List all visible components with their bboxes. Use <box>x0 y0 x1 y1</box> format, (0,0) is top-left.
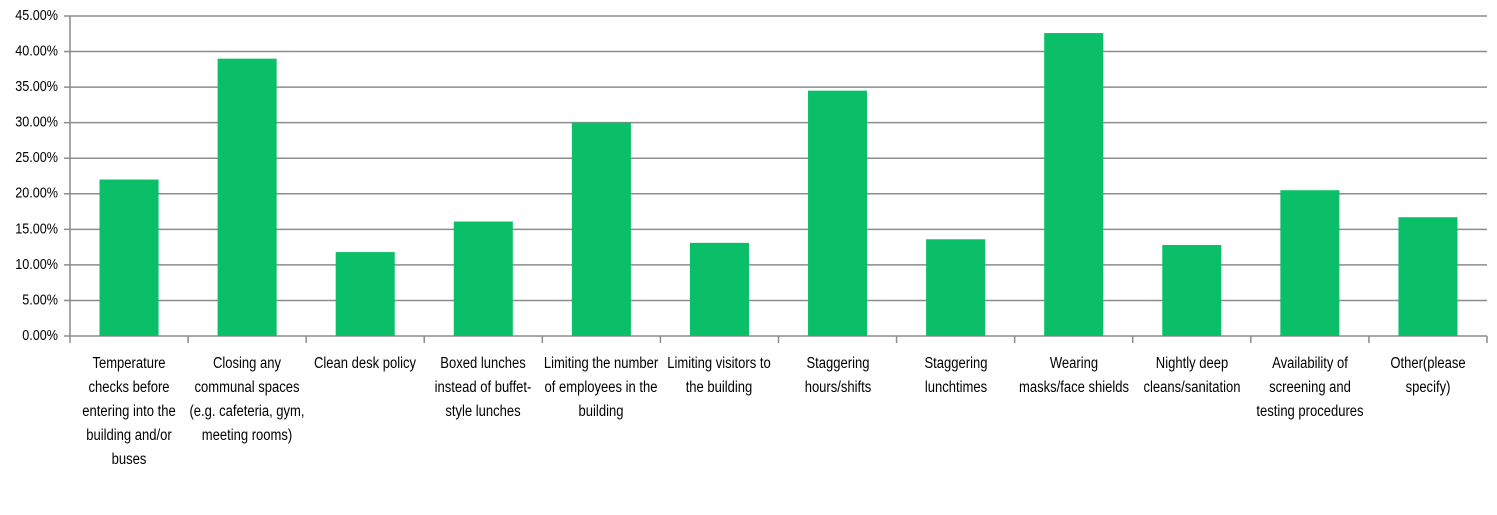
x-tick-label: Clean desk policy <box>314 355 417 372</box>
x-tick-label: Availability of screening and testing pr… <box>1256 355 1364 420</box>
y-tick-label: 40.00% <box>15 41 58 58</box>
bar <box>1280 190 1340 336</box>
y-tick-label: 0.00% <box>22 326 58 343</box>
bar <box>453 221 513 336</box>
y-tick-label: 30.00% <box>15 113 58 130</box>
x-tick-label: Wearing masks/face shields <box>1018 355 1129 396</box>
y-tick-label: 10.00% <box>15 255 58 272</box>
x-tick-label: Limiting visitors to the building <box>667 355 772 396</box>
y-tick-label: 5.00% <box>22 290 58 307</box>
bar <box>1162 244 1222 336</box>
x-tick-label: Closing any communal spaces (e.g. cafete… <box>189 355 305 444</box>
bar <box>335 252 395 336</box>
x-tick-label: Temperature checks before entering into … <box>82 355 176 468</box>
bar <box>926 239 986 336</box>
x-tick-label: Boxed lunches instead of buffet-style lu… <box>434 355 532 420</box>
bar <box>689 242 749 336</box>
x-tick-label: Other(please specify) <box>1390 355 1466 396</box>
x-tick-label: Nightly deep cleans/sanitation <box>1143 355 1241 396</box>
x-tick-label: Staggering hours/shifts <box>804 355 871 396</box>
y-tick-label: 45.00% <box>15 6 58 23</box>
bar <box>1044 33 1104 337</box>
x-tick-label: Staggering lunchtimes <box>924 355 988 396</box>
bar <box>99 179 159 336</box>
y-tick-label: 25.00% <box>15 148 58 165</box>
y-tick-label: 15.00% <box>15 219 58 236</box>
y-tick-label: 35.00% <box>15 77 58 94</box>
bar <box>1398 217 1458 336</box>
y-tick-label: 20.00% <box>15 184 58 201</box>
bar <box>571 122 631 337</box>
x-tick-label: Limiting the number of employees in the … <box>544 355 659 420</box>
bar <box>808 90 868 337</box>
bar <box>217 58 277 337</box>
